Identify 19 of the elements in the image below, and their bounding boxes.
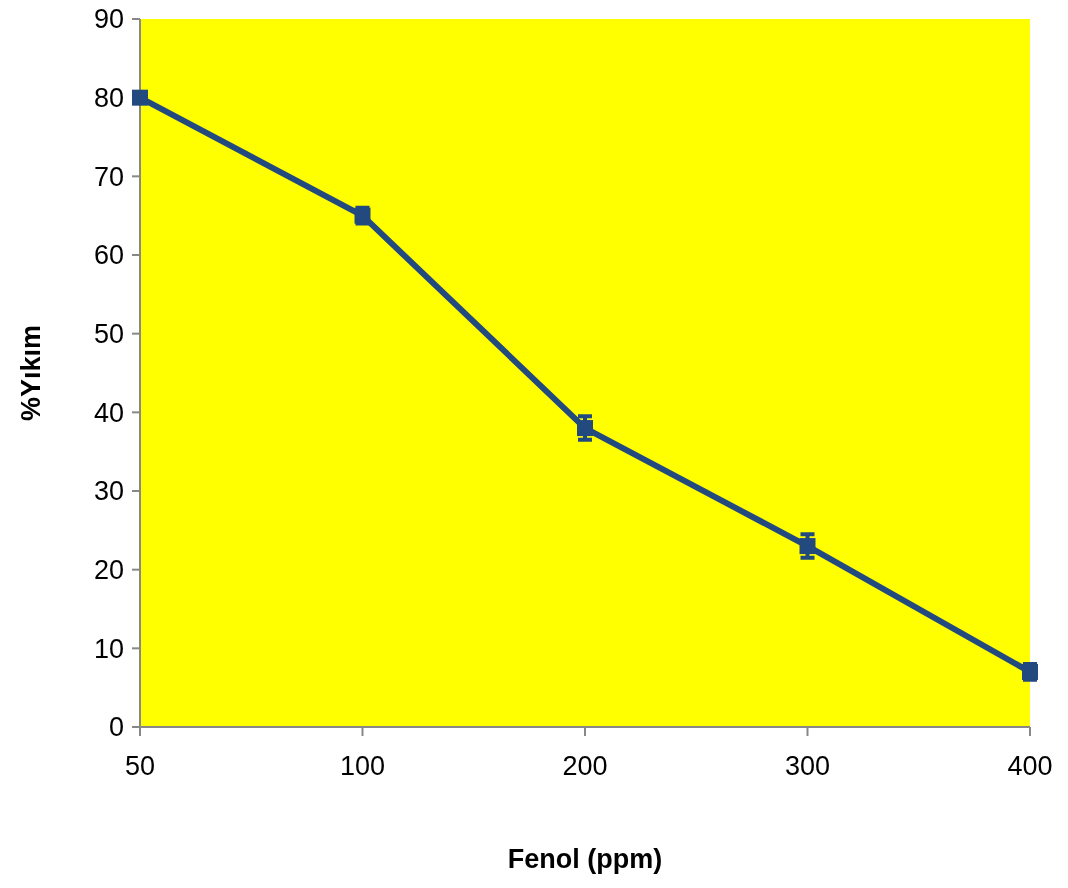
y-tick-label: 70	[93, 161, 124, 192]
y-axis-title: %Yıkım	[16, 324, 46, 422]
x-tick-label: 200	[562, 751, 608, 781]
x-axis-title: Fenol (ppm)	[507, 844, 663, 874]
x-tick-label: 300	[784, 751, 831, 781]
x-tick-label: 100	[339, 751, 386, 781]
y-tick-label: 30	[93, 476, 124, 507]
point	[577, 420, 593, 437]
y-tick-label: 40	[93, 397, 124, 428]
y-tick-label: 20	[93, 555, 124, 586]
y-tick-label: 10	[93, 633, 124, 664]
x-tick-label: 50	[124, 751, 156, 781]
y-tick-label: 80	[93, 83, 124, 114]
y-tick-label: 50	[93, 319, 124, 350]
point	[799, 538, 816, 555]
y-tick-label: 90	[93, 4, 124, 35]
x-tick-label: 400	[1007, 751, 1053, 781]
y-tick-label: 0	[108, 712, 124, 743]
y-tick-label: 60	[93, 240, 124, 271]
